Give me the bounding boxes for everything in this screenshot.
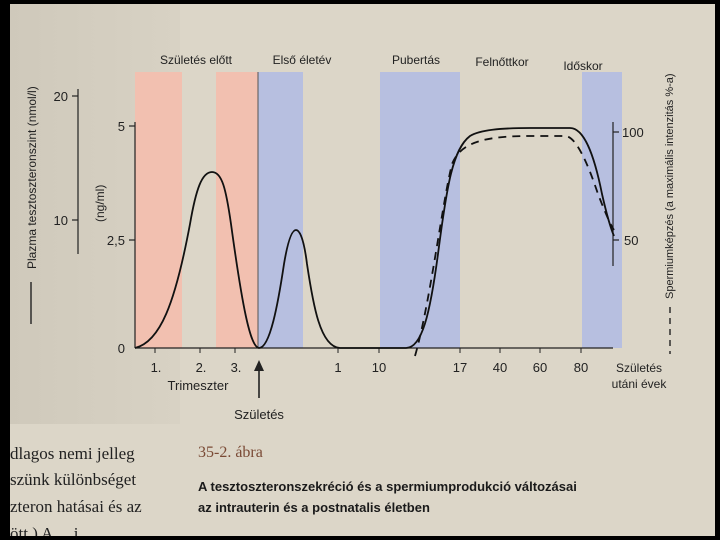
x-tick-label-80: 80 <box>574 360 588 375</box>
left-axis-label: Plazma tesztoszteronszint (nmol/l) <box>25 86 39 269</box>
figure-caption: A tesztoszteronszekréció és a spermiumpr… <box>198 476 698 518</box>
left-tick-label-10: 10 <box>54 213 68 228</box>
figure-caption-line-1: A tesztoszteronszekréció és a spermiumpr… <box>198 479 577 494</box>
x-tick-label-10: 10 <box>372 360 386 375</box>
phase-label-puberty: Pubertás <box>392 53 440 67</box>
x-tick-label-tri-1: 1. <box>151 360 162 375</box>
phase-label-prenatal: Születés előtt <box>160 53 233 67</box>
mid-axis-label: (ng/ml) <box>93 185 107 222</box>
x-tick-label-tri-2: 2. <box>196 360 207 375</box>
x-tick-label-40: 40 <box>493 360 507 375</box>
right-axis-label: Spermiumképzés (a maximális intenzitás %… <box>664 73 676 299</box>
figure-number: 35-2. ábra <box>198 444 263 461</box>
right-tick-label-100: 100 <box>622 125 644 140</box>
body-text-line-2: szünk különbséget <box>10 470 137 489</box>
x-trimester-label: Trimeszter <box>168 378 230 393</box>
phase-label-first-year: Első életév <box>273 53 332 67</box>
book-page: Születés előtt Első életév Pubertás Feln… <box>10 4 715 536</box>
band-old-age <box>582 72 622 348</box>
band-prenatal-1 <box>135 72 182 348</box>
phase-label-old-age: Időskor <box>563 59 602 73</box>
x-tick-label-tri-3: 3. <box>231 360 242 375</box>
body-text-line-3: zteron hatásai és az <box>10 497 142 516</box>
mid-tick-label-5: 5 <box>118 119 125 134</box>
x-axis-label-line1: Születés <box>616 361 662 375</box>
band-first-year <box>258 72 303 348</box>
birth-label: Születés <box>234 407 284 422</box>
mid-tick-label-2-5: 2,5 <box>107 233 125 248</box>
mid-tick-label-0: 0 <box>118 341 125 356</box>
spermatogenesis-curve <box>414 135 615 357</box>
testosterone-figure: Születés előtt Első életév Pubertás Feln… <box>25 53 676 422</box>
body-text-line-4: ött.) A ... i ... <box>10 524 96 536</box>
band-puberty <box>380 72 460 348</box>
testosterone-curve <box>134 127 615 349</box>
left-tick-label-20: 20 <box>54 89 68 104</box>
x-tick-label-1: 1 <box>334 360 341 375</box>
body-text-line-1: dlagos nemi jelleg <box>10 444 135 463</box>
birth-arrow-head <box>254 360 264 371</box>
right-tick-label-50: 50 <box>624 233 638 248</box>
figure-caption-line-2: az intrauterin és a postnatalis életben <box>198 500 430 515</box>
x-tick-label-17: 17 <box>453 360 467 375</box>
x-tick-label-60: 60 <box>533 360 547 375</box>
band-prenatal-2 <box>216 72 258 348</box>
phase-label-adulthood: Felnőttkor <box>475 55 528 69</box>
x-axis-label-line2: utáni évek <box>612 377 668 391</box>
